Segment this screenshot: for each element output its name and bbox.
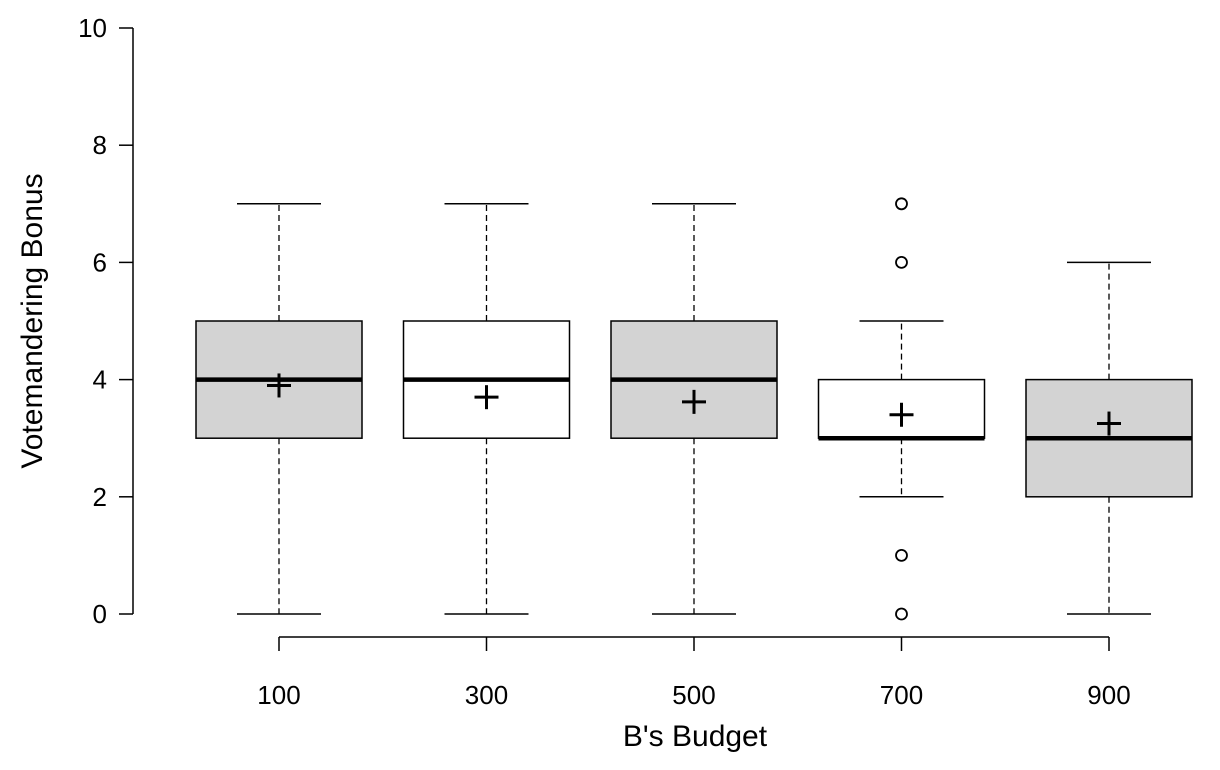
y-axis-title: Votemandering Bonus (16, 173, 49, 468)
x-tick-label: 900 (1087, 680, 1130, 710)
outlier-point (895, 607, 908, 621)
x-tick-label: 100 (257, 680, 300, 710)
y-tick-label: 0 (93, 599, 107, 629)
box-100 (195, 203, 363, 615)
boxes-group (195, 197, 1193, 621)
x-tick-label: 700 (880, 680, 923, 710)
x-tick-label: 300 (465, 680, 508, 710)
y-tick-label: 10 (78, 13, 107, 43)
outlier-point (895, 549, 908, 562)
y-tick-label: 8 (93, 130, 107, 160)
box-900 (1025, 261, 1193, 615)
box-500 (610, 203, 778, 615)
x-axis: 100 300 500 700 900 (257, 636, 1131, 710)
y-axis: 0 2 4 6 8 10 (78, 13, 134, 629)
box-300 (402, 203, 571, 615)
x-tick-label: 500 (672, 680, 715, 710)
outlier-point (895, 197, 908, 211)
y-tick-label: 2 (93, 482, 107, 512)
y-tick-label: 6 (93, 247, 107, 277)
box-700 (817, 197, 986, 621)
y-tick-label: 4 (93, 365, 107, 395)
outlier-point (895, 255, 908, 269)
x-axis-title: B's Budget (623, 720, 768, 753)
